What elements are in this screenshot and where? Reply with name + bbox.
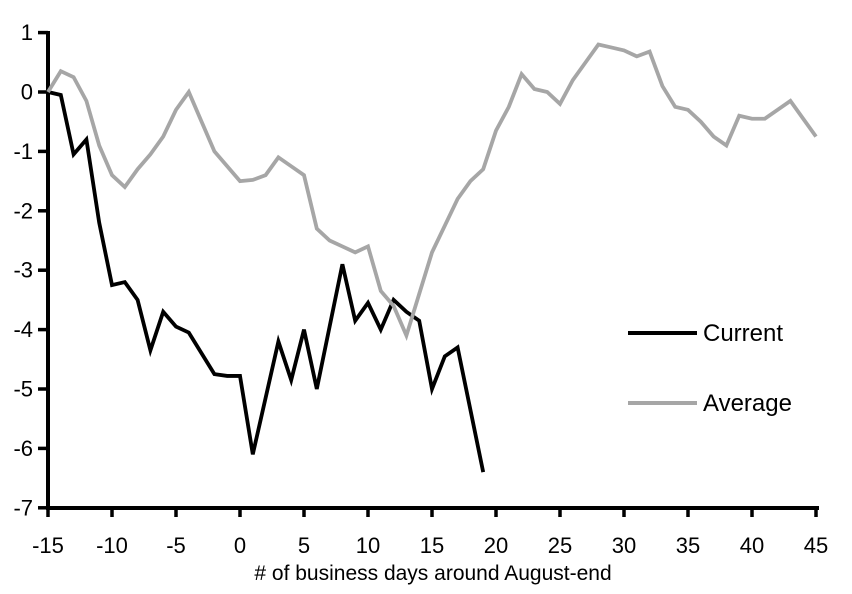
x-axis-tick-labels: -15 -10 -5 0 5 10 15 20 25 30 35 40 45 <box>32 533 828 558</box>
y-tick-label: -1 <box>13 139 33 164</box>
x-axis-title: # of business days around August-end <box>254 562 611 585</box>
legend: Current Average <box>628 320 792 417</box>
x-axis-ticks <box>46 508 818 517</box>
x-tick-label: -10 <box>96 533 128 558</box>
x-tick-label: 40 <box>740 533 764 558</box>
current-legend-label: Current <box>703 320 783 347</box>
y-tick-label: -6 <box>13 436 33 461</box>
x-tick-label: 25 <box>548 533 572 558</box>
y-tick-label: 1 <box>21 20 33 45</box>
y-tick-label: 0 <box>21 80 33 105</box>
legend-item-average: Average <box>628 390 792 417</box>
y-axis-tick-labels: 1 0 -1 -2 -3 -4 -5 -6 -7 <box>13 20 33 520</box>
x-tick-label: 0 <box>234 533 246 558</box>
x-tick-label: 10 <box>356 533 380 558</box>
current-polyline <box>47 90 486 473</box>
average-polyline <box>46 42 818 342</box>
x-axis: -15 -10 -5 0 5 10 15 20 25 30 35 40 45 <box>32 506 828 558</box>
average-series-line <box>46 42 818 342</box>
x-tick-label: -15 <box>32 533 64 558</box>
legend-item-current: Current <box>628 320 783 347</box>
current-series-line <box>47 90 486 473</box>
y-tick-label: -4 <box>13 317 33 342</box>
average-legend-label: Average <box>703 390 792 417</box>
y-tick-label: -7 <box>13 495 33 520</box>
x-tick-label: 15 <box>420 533 444 558</box>
y-tick-label: -5 <box>13 377 33 402</box>
x-tick-label: 35 <box>676 533 700 558</box>
y-tick-label: -2 <box>13 198 33 223</box>
x-tick-label: 20 <box>484 533 508 558</box>
x-tick-label: 45 <box>804 533 828 558</box>
y-axis: 1 0 -1 -2 -3 -4 -5 -6 -7 <box>13 20 50 520</box>
x-tick-label: 30 <box>612 533 636 558</box>
x-tick-label: -5 <box>166 533 186 558</box>
x-tick-label: 5 <box>298 533 310 558</box>
y-tick-label: -3 <box>13 258 33 283</box>
